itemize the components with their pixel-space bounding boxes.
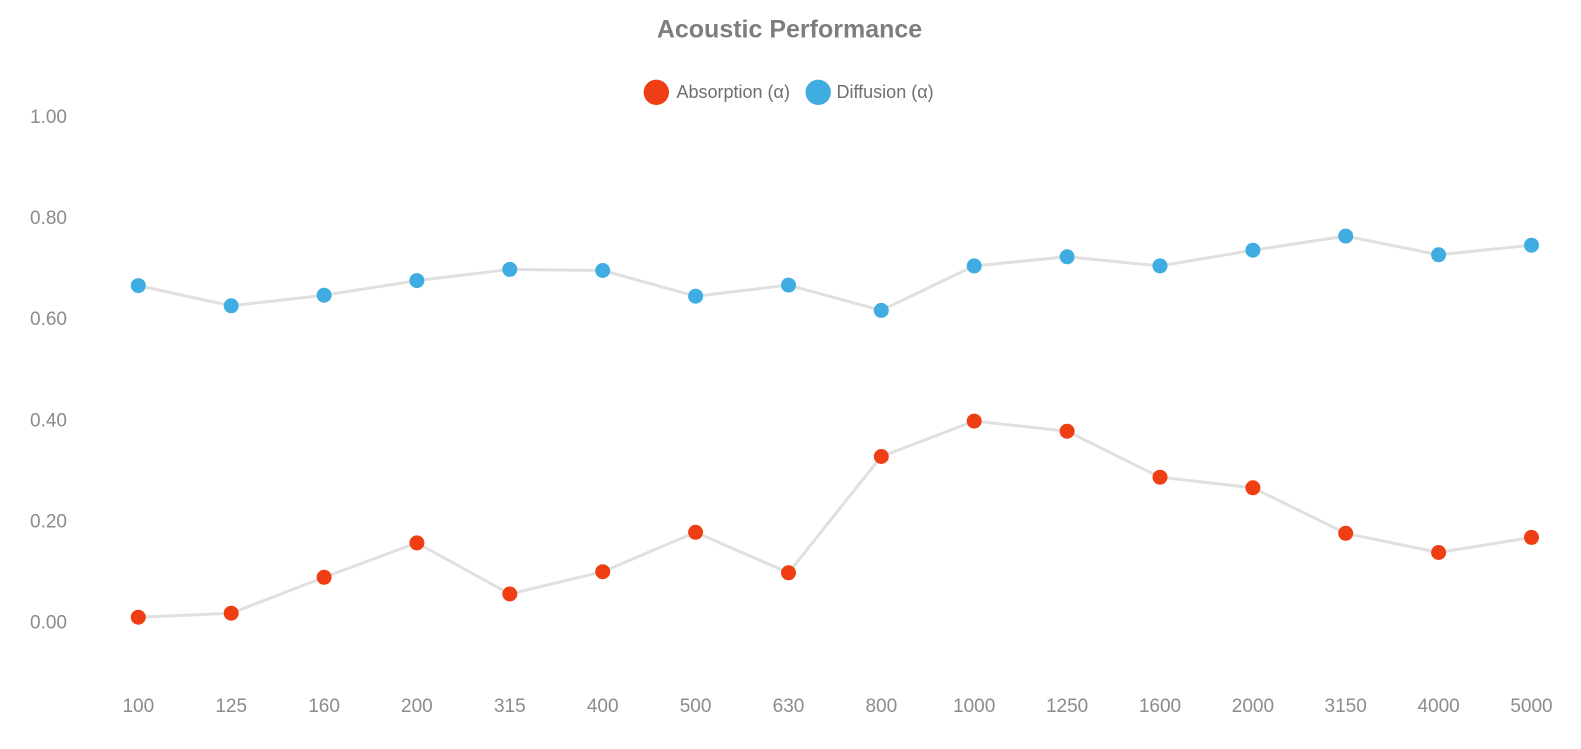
svg-text:5000: 5000 [1510,696,1552,717]
svg-text:630: 630 [773,696,805,717]
svg-text:160: 160 [308,696,340,717]
svg-text:4000: 4000 [1417,696,1459,717]
svg-text:1250: 1250 [1046,696,1088,717]
svg-text:100: 100 [122,696,154,717]
svg-text:1.00: 1.00 [30,107,67,128]
svg-text:1600: 1600 [1139,696,1181,717]
svg-text:0.60: 0.60 [30,309,67,330]
svg-text:200: 200 [401,696,433,717]
svg-text:3150: 3150 [1325,696,1367,717]
svg-text:0.00: 0.00 [30,613,67,634]
svg-text:Acoustic Performance: Acoustic Performance [657,16,922,44]
svg-text:1000: 1000 [953,696,995,717]
svg-text:500: 500 [680,696,712,717]
svg-text:0.40: 0.40 [30,410,67,431]
svg-text:800: 800 [865,696,897,717]
svg-text:0.80: 0.80 [30,208,67,229]
svg-text:Absorption (α): Absorption (α) [677,82,790,102]
svg-text:400: 400 [587,696,619,717]
svg-text:2000: 2000 [1232,696,1274,717]
svg-text:Diffusion (α): Diffusion (α) [837,82,934,102]
svg-text:315: 315 [494,696,526,717]
svg-text:125: 125 [215,696,247,717]
svg-text:0.20: 0.20 [30,511,67,532]
